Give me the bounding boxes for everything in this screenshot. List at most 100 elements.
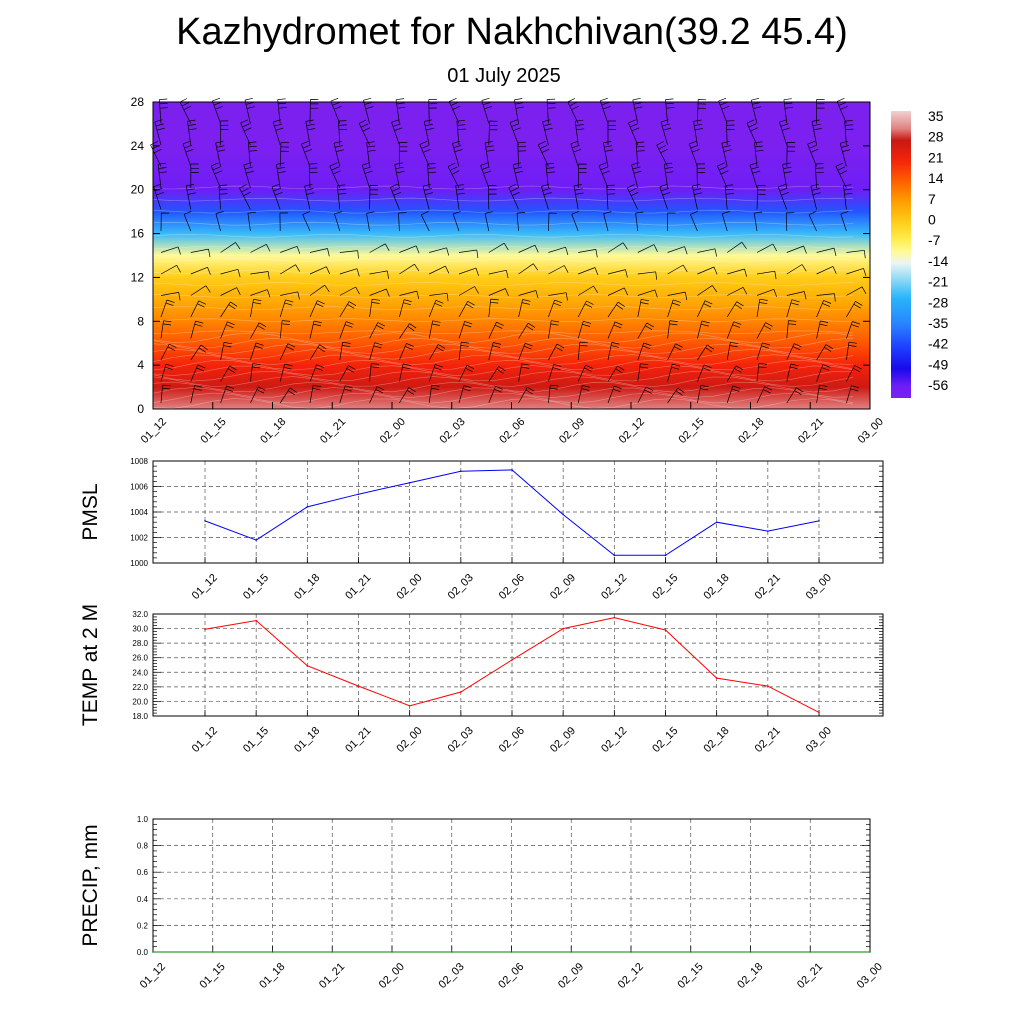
grid-lines <box>153 819 870 952</box>
wind-barb <box>548 265 569 275</box>
wind-barb <box>488 288 509 297</box>
wind-barb <box>727 268 748 277</box>
wind-barb <box>697 344 715 361</box>
y-tick-label: 0.4 <box>137 895 149 904</box>
y-tick-label: 28 <box>131 95 145 109</box>
wind-barb <box>814 163 824 189</box>
wind-barb <box>631 162 642 189</box>
wind-barb <box>422 183 433 210</box>
wind-barb <box>334 211 343 232</box>
wind-barb <box>160 292 181 301</box>
y-tick-label: 0.8 <box>137 842 149 851</box>
wind-barb <box>484 211 493 232</box>
wind-barb <box>304 183 315 210</box>
x-tick-label: 03_00 <box>804 725 834 755</box>
wind-barb <box>697 266 718 275</box>
wind-barb <box>607 301 625 318</box>
wind-barb <box>338 120 348 146</box>
wind-barb <box>279 142 290 167</box>
wind-barb <box>488 342 502 361</box>
wind-barb <box>399 363 411 382</box>
wind-barb <box>243 162 254 189</box>
wind-barb <box>309 99 319 124</box>
data-point <box>255 539 257 541</box>
wind-barb <box>190 320 204 339</box>
wind-barb <box>369 243 390 253</box>
wind-barb <box>667 246 688 255</box>
wind-barb <box>690 210 698 232</box>
wind-barb <box>846 365 862 382</box>
data-point <box>460 470 462 473</box>
wind-barb <box>607 287 629 296</box>
isotherm-line <box>152 233 854 238</box>
data-point <box>306 664 309 667</box>
y-tick-label: 1004 <box>130 508 148 517</box>
wind-barb <box>220 242 241 253</box>
x-tick-label: 02_12 <box>617 416 647 446</box>
x-tick-label: 02_12 <box>599 725 629 755</box>
x-tick-label: 01_15 <box>199 416 229 446</box>
wind-barb <box>843 184 853 210</box>
data-point <box>767 530 769 532</box>
wind-barb <box>302 210 311 232</box>
wind-barb <box>537 140 550 167</box>
wind-barb <box>280 245 301 254</box>
data-point <box>869 951 871 953</box>
wind-barb <box>279 320 291 339</box>
wind-barb <box>571 210 580 232</box>
wind-barb <box>548 384 559 404</box>
data-point <box>613 616 616 619</box>
wind-barb <box>846 341 857 361</box>
wind-barb <box>247 211 256 232</box>
wind-barb <box>667 264 688 275</box>
wind-barb <box>577 320 591 339</box>
wind-barb <box>247 141 258 167</box>
colorbar-label: -56 <box>928 377 948 393</box>
data-point <box>689 951 692 953</box>
x-tick-label: 01_12 <box>138 961 168 991</box>
wind-barb <box>488 185 497 210</box>
x-tick-label: 02_18 <box>735 961 765 991</box>
wind-barb <box>667 387 685 404</box>
data-point <box>408 705 411 707</box>
wind-barb <box>508 183 520 210</box>
plot-frame <box>152 613 884 717</box>
wind-barb <box>518 244 539 253</box>
wind-barb <box>548 343 565 361</box>
wind-barb <box>458 249 479 258</box>
wind-barb <box>250 322 267 339</box>
wind-barb <box>428 344 446 361</box>
y-axis-label: PMSL <box>79 483 102 540</box>
wind-barb <box>250 271 270 280</box>
wind-barb <box>659 183 671 210</box>
wind-barb <box>542 119 553 146</box>
wind-barb <box>330 97 342 124</box>
data-point <box>715 677 718 679</box>
wind-barb <box>308 163 318 189</box>
colorbar-label: -42 <box>928 336 948 352</box>
y-tick-label: 30.0 <box>132 625 148 634</box>
y-tick-label: 12 <box>131 270 145 284</box>
data-point <box>809 951 812 953</box>
wind-barb <box>280 264 301 275</box>
wind-barb <box>726 341 739 361</box>
wind-barb <box>567 98 579 124</box>
wind-barb <box>518 363 530 382</box>
data-point <box>767 685 769 687</box>
wind-barb <box>333 140 344 167</box>
wind-barb <box>667 212 676 231</box>
isotherm-line <box>152 365 854 376</box>
wind-barb <box>660 119 672 146</box>
wind-barb <box>835 162 848 189</box>
wind-barb <box>210 162 223 189</box>
data-point <box>357 685 360 687</box>
wind-barb <box>844 120 854 146</box>
wind-barb <box>458 385 472 404</box>
x-tick-label: 01_21 <box>318 416 348 446</box>
x-tick-label: 03_00 <box>855 961 885 991</box>
wind-barb <box>721 140 732 167</box>
wind-barb <box>369 342 383 361</box>
wind-barb <box>756 386 773 404</box>
y-tick-label: 0.6 <box>137 868 149 877</box>
wind-barb <box>488 242 509 253</box>
